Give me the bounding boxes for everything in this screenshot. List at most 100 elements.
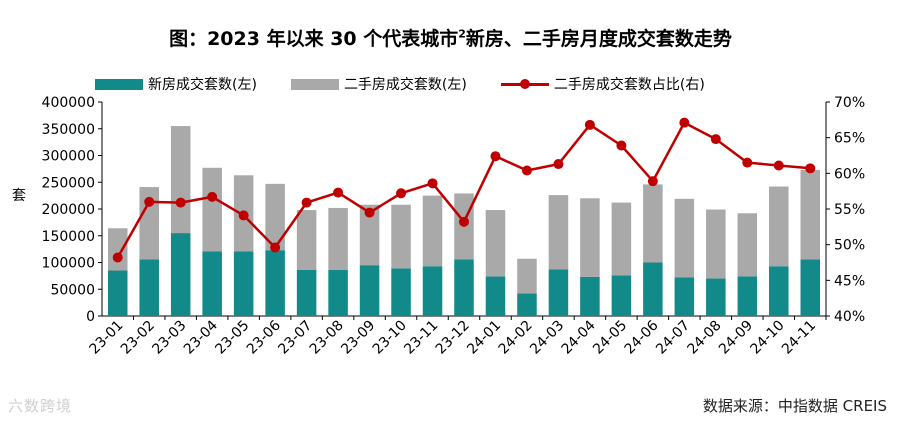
legend-item-new: 新房成交套数(左)	[95, 74, 257, 94]
bar-second	[769, 186, 789, 267]
ratio-point	[679, 117, 690, 128]
ratio-point	[742, 157, 753, 168]
x-tick-label: 23-04	[181, 317, 221, 357]
y-tick-label-left: 150000	[42, 229, 95, 245]
x-tick-label: 24-06	[622, 317, 662, 357]
y-tick-label-left: 200000	[42, 202, 95, 218]
legend-label-new: 新房成交套数(左)	[148, 77, 257, 93]
ratio-point	[333, 187, 344, 198]
y-tick-label-left: 50000	[50, 282, 95, 298]
bar-new	[454, 259, 474, 316]
y-tick-label-right: 70%	[834, 95, 865, 111]
bar-second	[359, 204, 380, 266]
y-tick-label-left: 250000	[42, 175, 95, 191]
ratio-point	[175, 197, 186, 208]
x-tick-label: 24-07	[653, 318, 693, 358]
ratio-point	[396, 188, 407, 199]
ratio-point	[710, 134, 721, 145]
bar-second	[674, 198, 695, 278]
bar-new	[580, 276, 600, 316]
legend-label-ratio: 二手房成交套数占比(右)	[553, 77, 705, 93]
x-tick-label: 23-03	[149, 318, 189, 358]
bar-second	[328, 207, 348, 270]
source-note: 数据来源：中指数据 CREIS	[702, 397, 887, 415]
bar-new	[706, 278, 726, 316]
y-tick-label-right: 40%	[834, 309, 865, 325]
x-tick-label: 23-11	[401, 318, 441, 358]
legend-item-ratio: 二手房成交套数占比(右)	[500, 74, 705, 94]
watermark: 六数跨境	[8, 397, 73, 415]
x-tick-label: 23-02	[118, 318, 158, 358]
bar-new	[548, 269, 569, 316]
bar-second	[391, 204, 411, 269]
bar-new	[359, 265, 380, 316]
x-tick-label: 24-02	[496, 318, 536, 358]
ratio-point	[584, 119, 595, 130]
x-tick-label: 24-03	[527, 318, 567, 358]
ratio-point	[459, 216, 469, 227]
bar-new	[139, 259, 159, 316]
bar-new	[517, 293, 537, 316]
legend-label-second: 二手房成交套数(左)	[343, 77, 467, 93]
y-tick-label-left: 400000	[42, 95, 95, 111]
legend-swatch-new	[95, 78, 143, 90]
x-tick-label: 23-10	[370, 318, 410, 358]
ratio-point	[490, 151, 501, 162]
bar-second	[422, 195, 443, 267]
ratio-point	[647, 176, 658, 187]
bar-new	[233, 251, 254, 316]
bar-second	[485, 210, 506, 277]
legend-swatch-second	[290, 78, 339, 90]
y-axis-label: 套	[12, 188, 26, 204]
y-tick-label-right: 65%	[834, 131, 865, 147]
bar-second	[296, 210, 317, 270]
x-tick-label: 23-06	[244, 317, 284, 357]
ratio-point	[270, 242, 281, 253]
x-tick-label: 24-01	[464, 318, 504, 358]
bar-new	[674, 277, 695, 316]
bar-new	[265, 250, 285, 316]
x-tick-label: 24-05	[590, 318, 630, 358]
x-tick-label: 23-12	[433, 318, 473, 358]
ratio-point	[521, 165, 532, 176]
bar-new	[769, 266, 789, 316]
y-tick-label-left: 0	[86, 309, 95, 325]
y-tick-label-left: 300000	[42, 149, 95, 165]
chart-title: 图：2023 年以来 30 个代表城市2新房、二手房月度成交套数走势	[169, 27, 732, 50]
ratio-point	[553, 159, 564, 170]
bar-new	[107, 270, 128, 316]
y-tick-label-right: 60%	[834, 166, 865, 182]
ratio-point	[773, 160, 784, 171]
bar-second	[643, 184, 663, 263]
legend-swatch-ratio	[500, 78, 549, 90]
bar-new	[328, 269, 348, 316]
bar-new	[737, 276, 758, 316]
ratio-point	[364, 207, 375, 218]
bar-new	[485, 276, 506, 316]
bar-second	[139, 187, 159, 260]
ratio-point	[144, 196, 155, 207]
ratio-point	[112, 252, 123, 263]
ratio-point	[616, 140, 627, 151]
y-tick-label-right: 50%	[834, 238, 865, 254]
bar-second	[107, 228, 128, 271]
y-tick-label-right: 45%	[834, 273, 865, 289]
bar-second	[548, 195, 569, 270]
legend-item-second: 二手房成交套数(左)	[290, 74, 467, 94]
bar-new	[422, 266, 443, 316]
ratio-point	[427, 178, 438, 189]
y-tick-label-left: 350000	[42, 122, 95, 138]
bar-second	[580, 198, 600, 277]
bar-second	[611, 202, 632, 276]
chart-legend: 新房成交套数(左) 二手房成交套数(左) 二手房成交套数占比(右)	[95, 74, 739, 94]
ratio-point	[301, 197, 312, 208]
x-tick-label: 24-04	[559, 317, 599, 357]
y-tick-label-right: 55%	[834, 202, 865, 218]
bar-second	[737, 213, 758, 277]
x-tick-label: 23-05	[212, 318, 252, 358]
y-tick-label-left: 100000	[42, 256, 95, 272]
ratio-point	[207, 191, 218, 202]
bar-new	[170, 233, 191, 316]
bar-second	[170, 126, 191, 234]
